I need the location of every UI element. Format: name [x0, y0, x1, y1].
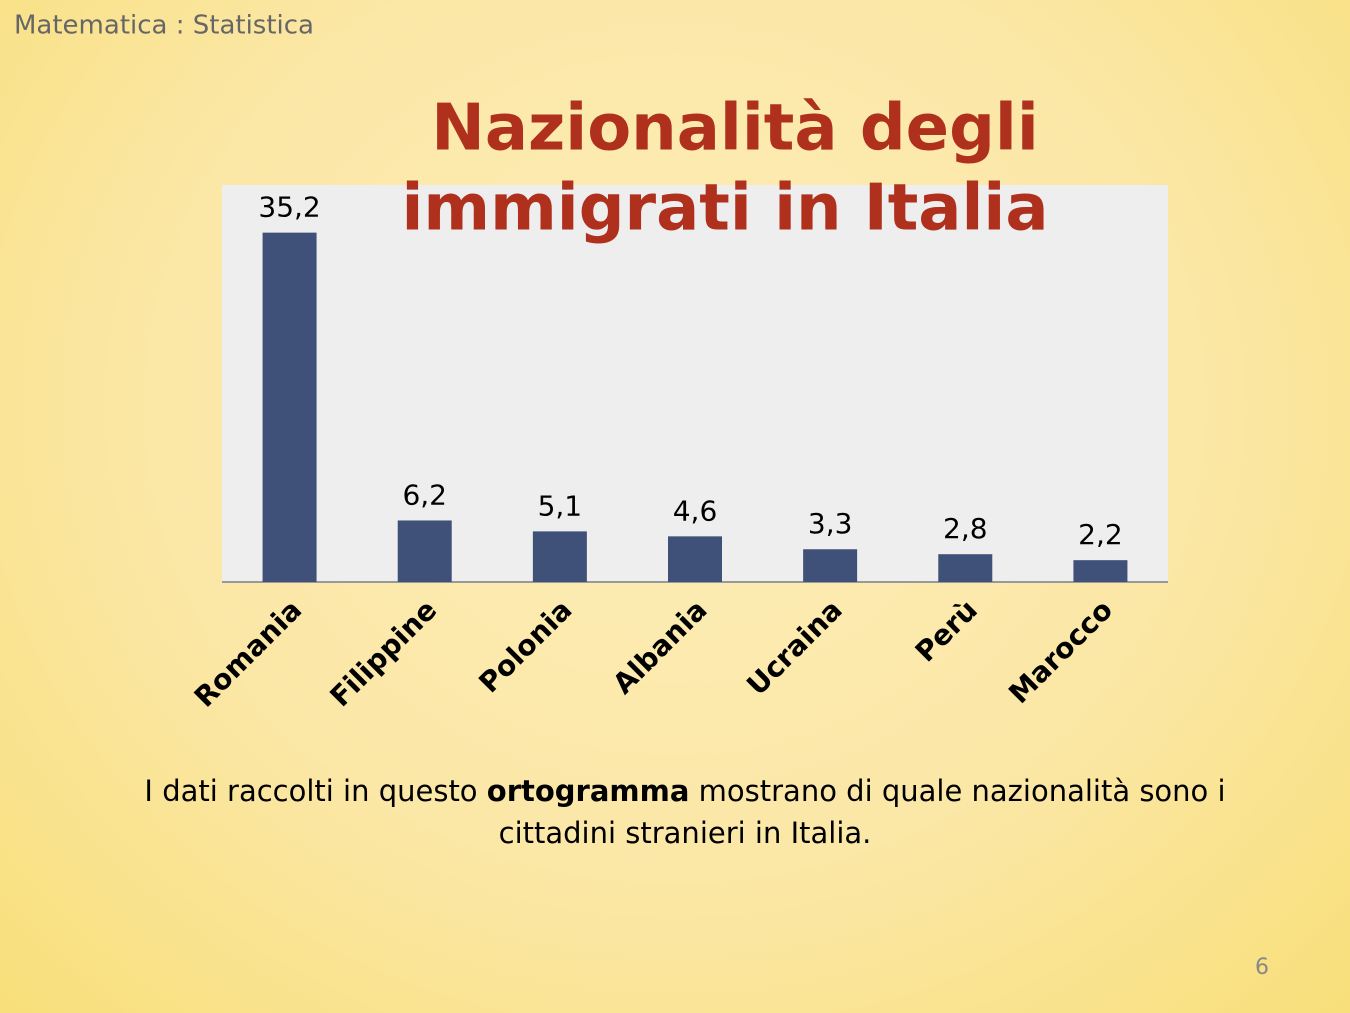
- x-tick-label: Filippine: [323, 593, 443, 713]
- x-tick-label: Albania: [606, 593, 713, 700]
- bar: [668, 536, 722, 582]
- caption-text: I dati raccolti in questo: [144, 774, 487, 808]
- x-tick-label: Perù: [909, 593, 984, 668]
- x-tick-label: Ucraina: [740, 593, 849, 702]
- data-label: 2,2: [1078, 518, 1123, 551]
- chart-title: immigrati in Italia: [401, 172, 1048, 246]
- caption-bold: ortogramma: [486, 774, 690, 808]
- bar: [803, 549, 858, 582]
- data-label: 35,2: [258, 191, 320, 224]
- bar: [397, 520, 452, 582]
- header: Matematica : Statistica: [14, 11, 314, 41]
- x-tick-label: Polonia: [472, 593, 578, 699]
- caption: I dati raccolti in questo ortogramma mos…: [100, 770, 1270, 854]
- caption-text: mostrano di quale nazionalità sono i cit…: [498, 774, 1226, 850]
- data-label: 3,3: [808, 507, 853, 540]
- bar: [532, 531, 587, 582]
- data-label: 2,8: [943, 512, 988, 545]
- data-label: 5,1: [538, 489, 583, 522]
- chart-title: Nazionalità degli: [431, 92, 1039, 166]
- page-number: 6: [1255, 955, 1269, 980]
- bar: [938, 554, 993, 582]
- bar: [1073, 560, 1128, 582]
- x-tick-label: Romania: [188, 593, 308, 713]
- plot-area: [222, 185, 1168, 582]
- data-label: 4,6: [673, 494, 718, 527]
- bar: [262, 232, 317, 582]
- data-label: 6,2: [402, 478, 447, 511]
- x-tick-label: Marocco: [1002, 593, 1119, 710]
